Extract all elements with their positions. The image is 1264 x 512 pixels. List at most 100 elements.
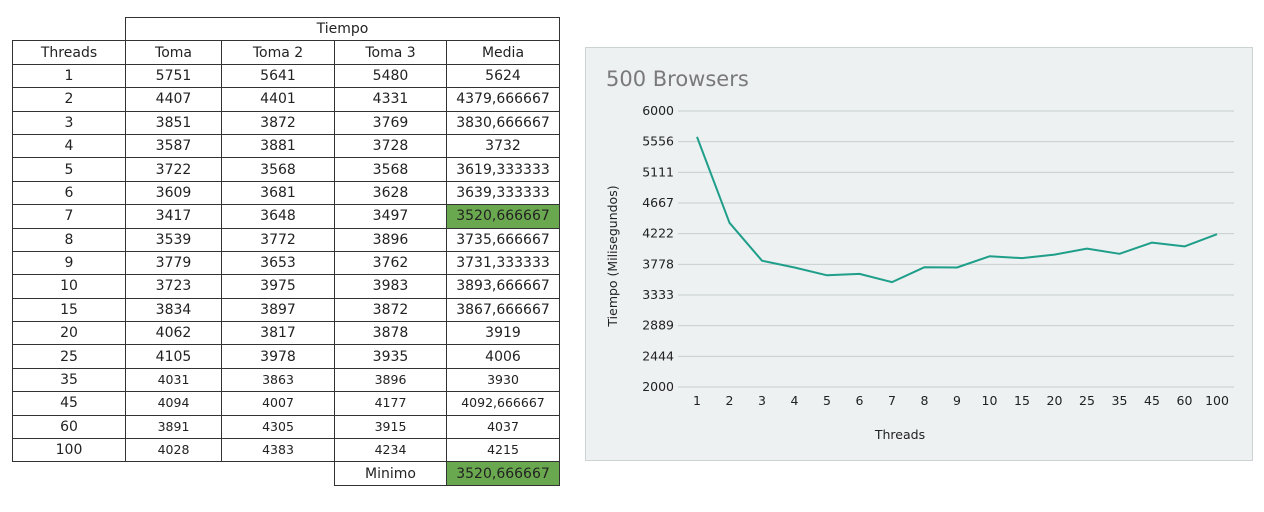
table-cell: 4007 (221, 391, 335, 416)
table-cell: 3653 (221, 250, 335, 276)
y-tick-label: 3333 (642, 287, 674, 302)
table-row: 35 4031 3863 3896 3930 (12, 367, 560, 393)
column-header-media: Media (446, 40, 560, 65)
y-tick-label: 5556 (642, 134, 674, 149)
x-axis-label: Threads (874, 427, 925, 442)
table-cell: 3872 (334, 297, 447, 323)
table-cell: 3568 (334, 157, 447, 182)
table-cell: 4094 (125, 391, 222, 416)
table-row: 5 3722 3568 3568 3619,333333 (12, 157, 560, 182)
table-cell: 4407 (125, 87, 222, 112)
table-row: 60 3891 4305 3915 4037 (12, 414, 560, 440)
x-tick-label: 10 (982, 393, 998, 408)
table-row: 100 4028 4383 4234 4215 (12, 438, 560, 463)
table-cell: 3919 (446, 321, 560, 346)
table-cell: 3639,333333 (446, 180, 560, 206)
y-tick-label: 3778 (642, 256, 674, 271)
table-cell: 4037 (446, 414, 560, 440)
x-tick-label: 100 (1205, 393, 1229, 408)
table-cell: 3881 (221, 133, 335, 159)
table-cell: 3867,666667 (446, 297, 560, 323)
table-cell: 3609 (125, 180, 222, 206)
table-cell: 4234 (334, 438, 447, 463)
table-cell: 3817 (221, 321, 335, 346)
table-cell: 4383 (221, 438, 335, 463)
table-cell: 3834 (125, 297, 222, 323)
y-tick-labels: 6000 5556 5111 4667 4222 3778 3333 2889 2444 2000 (642, 103, 674, 394)
table-row: 6 3609 3681 3628 3639,333333 (12, 180, 560, 206)
table-cell: 3619,333333 (446, 157, 560, 182)
table-cell: 3851 (125, 110, 222, 135)
table-cell: 3681 (221, 180, 335, 206)
grid-layer (678, 110, 1234, 388)
y-axis-label: Tiempo (Milisegundos) (605, 185, 620, 327)
empty-cell (125, 461, 222, 486)
table-cell: 3539 (125, 227, 222, 252)
table-cell: 5624 (446, 63, 560, 89)
table-cell: 5480 (334, 63, 447, 89)
x-tick-label: 2 (726, 393, 734, 408)
x-tick-label: 4 (791, 393, 799, 408)
y-tick-label: 2000 (642, 379, 674, 394)
series-line (696, 136, 1218, 284)
x-tick-label: 5 (823, 393, 831, 408)
chart-panel: 500 Browsers 6000 5556 5111 4667 4222 3778 333… (585, 47, 1253, 461)
x-tick-label: 6 (856, 393, 864, 408)
minimum-row: Minimo 3520,666667 (12, 461, 560, 486)
table-cell: 3897 (221, 297, 335, 323)
table-cell: 7 (12, 204, 126, 229)
table-cell: 9 (12, 250, 126, 276)
table-cell: 3587 (125, 133, 222, 159)
table-cell: 6 (12, 180, 126, 206)
table-cell: 3520,666667 (446, 204, 560, 229)
table-cell: 3863 (221, 367, 335, 393)
x-tick-label: 20 (1047, 393, 1063, 408)
table-cell: 3983 (334, 274, 447, 299)
x-tick-label: 7 (888, 393, 896, 408)
group-header-row: Tiempo (13, 16, 560, 42)
table-cell: 8 (12, 227, 126, 252)
minimum-value: 3520,666667 (446, 461, 560, 486)
table-cell: 3772 (221, 227, 335, 252)
x-tick-label: 9 (953, 393, 961, 408)
y-tick-label: 4667 (642, 195, 674, 210)
table-cell: 3762 (334, 250, 447, 276)
table-cell: 3723 (125, 274, 222, 299)
table-cell: 3722 (125, 157, 222, 182)
table-cell: 3568 (221, 157, 335, 182)
column-header-toma: Toma (125, 40, 222, 65)
group-header-tiempo: Tiempo (125, 16, 560, 42)
column-header-toma-2: Toma 2 (221, 40, 335, 65)
table-cell: 3896 (334, 367, 447, 393)
table-cell: 3893,666667 (446, 274, 560, 299)
table-cell: 5641 (221, 63, 335, 89)
table-cell: 10 (12, 274, 126, 299)
data-table: Tiempo Threads Toma Toma 2 Toma 3 Media … (12, 16, 560, 486)
table-cell: 3878 (334, 321, 447, 346)
table-row: 2 4407 4401 4331 4379,666667 (12, 87, 560, 112)
table-cell: 3731,333333 (446, 250, 560, 276)
table-cell: 3728 (334, 133, 447, 159)
table-cell: 5 (12, 157, 126, 182)
table-row: 15 3834 3897 3872 3867,666667 (12, 297, 560, 323)
x-tick-label: 15 (1014, 393, 1030, 408)
table-cell: 2 (12, 87, 126, 112)
column-header-toma-3: Toma 3 (334, 40, 447, 65)
table-cell: 3735,666667 (446, 227, 560, 252)
table-cell: 4 (12, 133, 126, 159)
table-row: 25 4105 3978 3935 4006 (12, 344, 560, 369)
empty-corner (13, 18, 126, 41)
line-chart: 500 Browsers 600055565111466742223778333… (605, 67, 1234, 442)
x-tick-label: 3 (758, 393, 766, 408)
table-row: 1 5751 5641 5480 5624 (12, 63, 560, 89)
table-cell: 3872 (221, 110, 335, 135)
table-cell: 45 (12, 391, 126, 416)
table-cell: 100 (12, 438, 126, 463)
chart-title: 500 Browsers (606, 67, 749, 91)
y-tick-label: 6000 (642, 103, 674, 118)
x-tick-label: 1 (693, 393, 701, 408)
x-tick-label: 45 (1144, 393, 1160, 408)
table-cell: 25 (12, 344, 126, 369)
table-cell: 4401 (221, 87, 335, 112)
x-tick-label: 25 (1079, 393, 1095, 408)
